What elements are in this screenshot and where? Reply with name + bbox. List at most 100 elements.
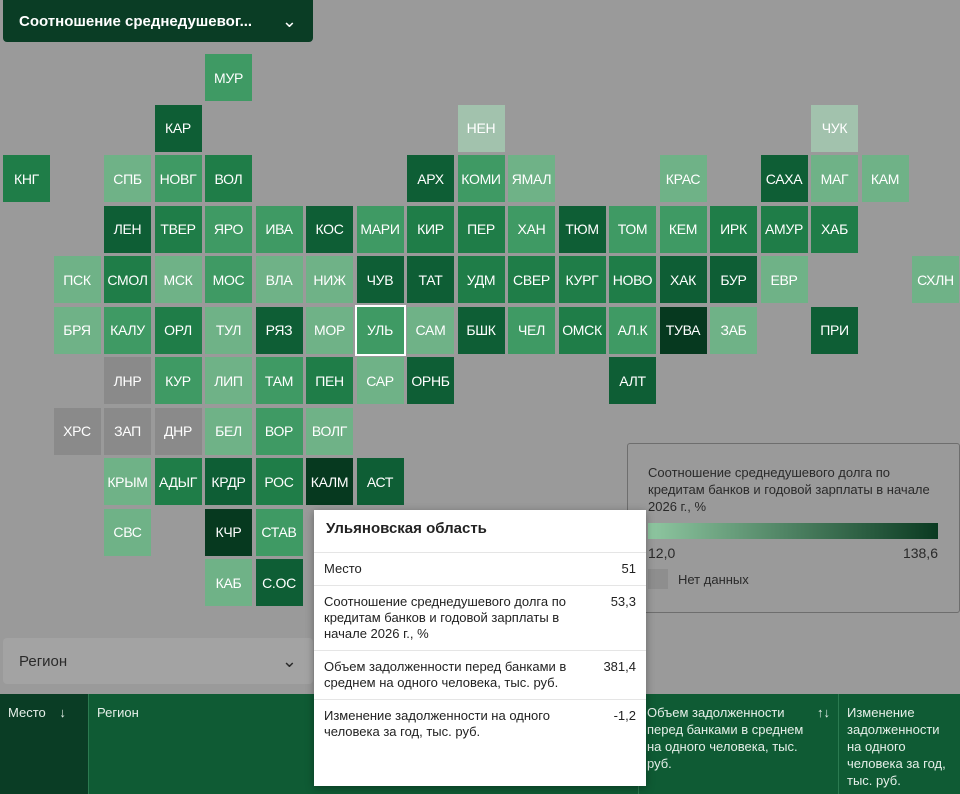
region-tile[interactable]: ЧУВ <box>356 256 404 303</box>
region-tile[interactable]: МОР <box>306 306 353 354</box>
region-tile[interactable]: ПЕР <box>457 205 505 253</box>
region-tile[interactable]: ИРК <box>710 205 757 253</box>
region-dropdown[interactable]: Регион ⌄ <box>3 638 313 684</box>
region-tile[interactable]: НОВО <box>609 256 656 303</box>
region-tile[interactable]: ПРИ <box>811 306 858 354</box>
region-tile[interactable]: ОРНБ <box>407 357 454 404</box>
region-tile[interactable]: КУРГ <box>558 256 606 303</box>
region-tile[interactable]: БРЯ <box>53 306 101 354</box>
region-tile[interactable]: МУР <box>205 54 252 101</box>
region-tile[interactable]: КУР <box>154 357 202 404</box>
nodata-label: Нет данных <box>678 571 749 587</box>
region-tile[interactable]: САР <box>356 357 404 404</box>
region-tile[interactable]: ДНР <box>154 407 202 455</box>
region-tile[interactable]: ТВЕР <box>154 205 202 253</box>
region-tile[interactable]: ЯМАЛ <box>508 155 555 202</box>
region-tile[interactable]: ТУВА <box>659 306 707 354</box>
indicator-dropdown[interactable]: Соотношение среднедушевог... ⌄ <box>3 0 313 42</box>
region-tile[interactable]: ХРС <box>53 407 101 455</box>
region-tile[interactable]: ЧУК <box>811 104 858 152</box>
region-tile[interactable]: АЛТ <box>609 357 656 404</box>
region-tile[interactable]: МОС <box>205 256 252 303</box>
header-region[interactable]: Регион <box>88 694 390 794</box>
region-tile[interactable]: УДМ <box>457 256 505 303</box>
region-tile[interactable]: ЯРО <box>205 205 252 253</box>
region-tile[interactable]: ОРЛ <box>154 306 202 354</box>
region-tile[interactable]: ХАК <box>659 256 707 303</box>
region-tile[interactable]: ИВА <box>255 205 303 253</box>
region-tile[interactable]: ТОМ <box>609 205 656 253</box>
region-tile[interactable]: НИЖ <box>306 256 353 303</box>
region-tile[interactable]: ПЕН <box>306 357 353 404</box>
region-tile[interactable]: МАГ <box>811 155 858 202</box>
region-tile[interactable]: СПБ <box>104 155 151 202</box>
region-tile[interactable]: РОС <box>255 458 303 505</box>
legend-gradient <box>648 523 938 539</box>
region-tile[interactable]: САХА <box>760 155 808 202</box>
region-tile[interactable]: КАМ <box>861 155 909 202</box>
region-tile[interactable]: С.ОС <box>255 559 303 606</box>
region-tile[interactable]: КРДР <box>205 458 252 505</box>
region-tile[interactable]: ЗАБ <box>710 306 757 354</box>
region-tile[interactable]: КАЛМ <box>306 458 353 505</box>
region-tile[interactable]: ЧЕЛ <box>508 306 555 354</box>
region-tile[interactable]: ВОР <box>255 407 303 455</box>
region-tile[interactable]: ТУЛ <box>205 306 252 354</box>
region-tile[interactable]: МСК <box>154 256 202 303</box>
region-tile[interactable]: БУР <box>710 256 757 303</box>
tooltip-title: Ульяновская область <box>314 510 646 553</box>
region-tile[interactable]: ПСК <box>53 256 101 303</box>
region-tile[interactable]: КАБ <box>205 559 252 606</box>
region-tile[interactable]: НЕН <box>457 104 505 152</box>
region-tooltip: Ульяновская область Место 51 Соотношение… <box>314 510 646 786</box>
region-tile[interactable]: СВС <box>104 508 151 556</box>
region-tile[interactable]: КИР <box>407 205 454 253</box>
region-tile[interactable]: БШК <box>457 306 505 354</box>
tooltip-row-value: 51 <box>621 561 636 576</box>
region-tile[interactable]: ЛИП <box>205 357 252 404</box>
region-tile[interactable]: АРХ <box>407 155 454 202</box>
legend-max: 138,6 <box>902 545 938 561</box>
region-tile[interactable]: АЛ.К <box>609 306 656 354</box>
region-tile[interactable]: АДЫГ <box>154 458 202 505</box>
region-tile[interactable]: АСТ <box>356 458 404 505</box>
region-tile[interactable]: БЕЛ <box>205 407 252 455</box>
region-tile[interactable]: ЕВР <box>760 256 808 303</box>
header-debt[interactable]: Объем задолженности перед банками в сред… <box>638 694 838 794</box>
region-tile[interactable]: ХАН <box>508 205 555 253</box>
region-tile[interactable]: АМУР <box>760 205 808 253</box>
region-tile[interactable]: ТЮМ <box>558 205 606 253</box>
region-tile[interactable]: СМОЛ <box>104 256 151 303</box>
region-tile[interactable]: КОМИ <box>457 155 505 202</box>
region-tile[interactable]: КЧР <box>205 508 252 556</box>
region-tile[interactable]: КОС <box>306 205 353 253</box>
region-tile[interactable]: ЗАП <box>104 407 151 455</box>
region-tile[interactable]: ТАТ <box>407 256 454 303</box>
region-tile[interactable]: КЕМ <box>659 205 707 253</box>
region-tile[interactable]: ЛЕН <box>104 205 151 253</box>
header-region-label: Регион <box>97 705 139 720</box>
region-tile[interactable]: ТАМ <box>255 357 303 404</box>
region-tile[interactable]: МАРИ <box>356 205 404 253</box>
header-place[interactable]: Место ↓ <box>0 694 88 794</box>
region-tile[interactable]: КАР <box>154 104 202 152</box>
header-change[interactable]: Изменение задолженности на одного челове… <box>838 694 960 794</box>
region-tile[interactable]: СВЕР <box>508 256 555 303</box>
region-tile[interactable]: ХАБ <box>811 205 858 253</box>
region-tile[interactable]: ВОЛГ <box>306 407 353 455</box>
region-tile[interactable]: КРАС <box>659 155 707 202</box>
region-tile[interactable]: ВОЛ <box>205 155 252 202</box>
region-tile[interactable]: ВЛА <box>255 256 303 303</box>
region-tile[interactable]: НОВГ <box>154 155 202 202</box>
region-tile[interactable]: УЛЬ <box>354 304 406 356</box>
region-tile[interactable]: КНГ <box>3 155 50 202</box>
region-tile[interactable]: СХЛН <box>912 256 959 303</box>
region-tile[interactable]: САМ <box>407 306 454 354</box>
region-tile[interactable]: ЛНР <box>104 357 151 404</box>
region-tile[interactable]: РЯЗ <box>255 306 303 354</box>
region-tile[interactable]: ОМСК <box>558 306 606 354</box>
region-tile[interactable]: СТАВ <box>255 508 303 556</box>
region-tile[interactable]: КРЫМ <box>104 458 151 505</box>
chevron-down-icon: ⌄ <box>281 650 297 671</box>
region-tile[interactable]: КАЛУ <box>104 306 151 354</box>
